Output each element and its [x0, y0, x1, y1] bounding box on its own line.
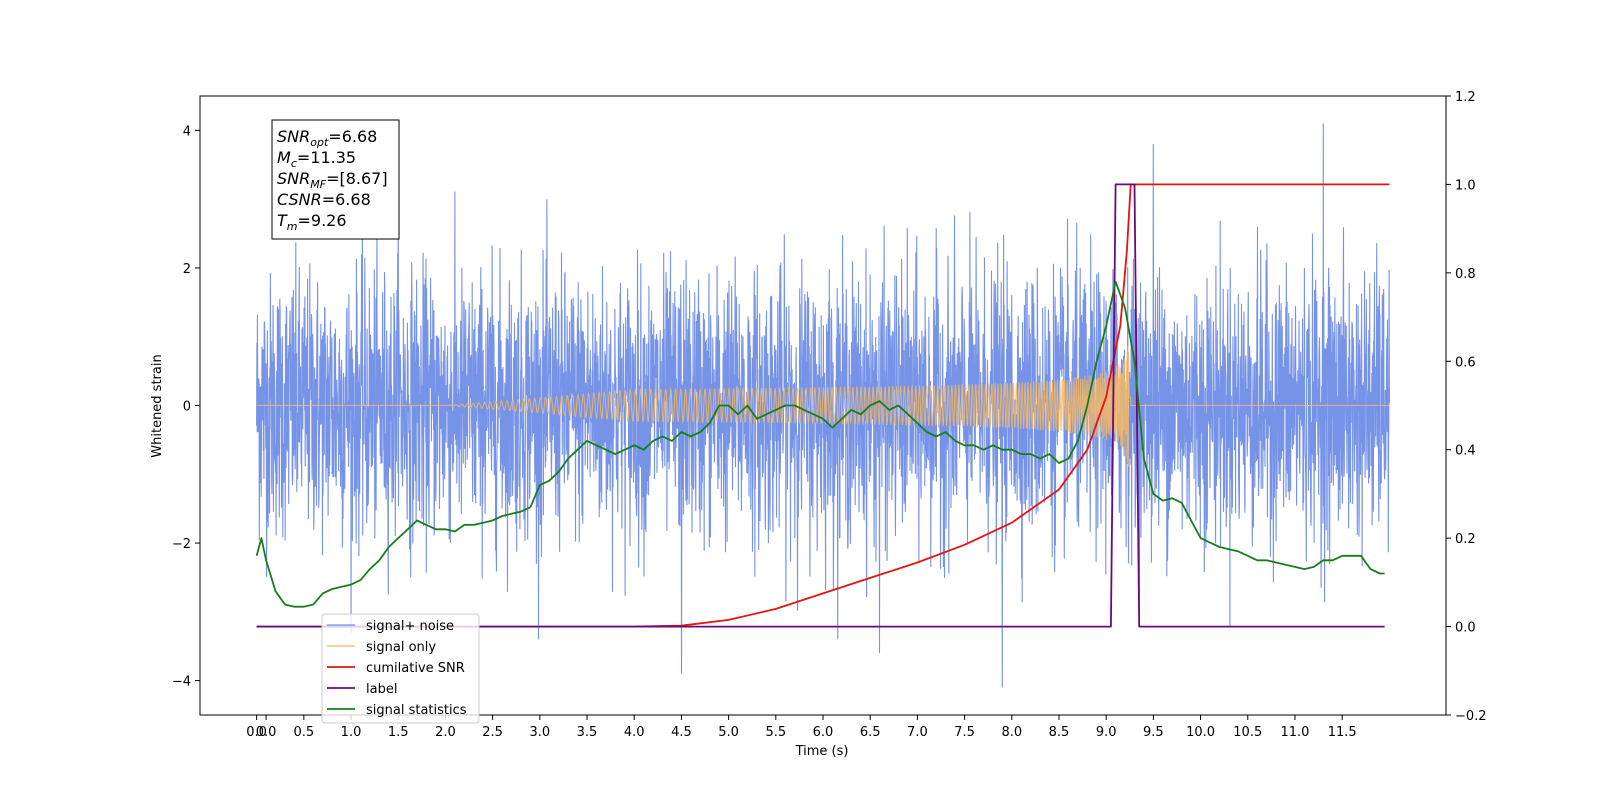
y2-tick-label: 0.6	[1455, 355, 1476, 370]
annotation-line: CSNR=6.68	[277, 190, 371, 209]
y-axis-title: Whitened strain	[150, 354, 165, 457]
y2-tick-label: 0.4	[1455, 444, 1476, 459]
series-layer	[255, 123, 1390, 688]
y2-tick-label: 0.0	[1455, 621, 1476, 636]
x-tick-label: 5.5	[765, 725, 786, 740]
annotation-line: SNRMF=[8.67]	[277, 169, 388, 191]
y-tick-label: 4	[183, 124, 191, 139]
y2-tick-label: 1.0	[1455, 178, 1476, 193]
x-tick-label: 2.5	[482, 725, 503, 740]
x-tick-label: 9.5	[1143, 725, 1164, 740]
x-tick-label: 9.0	[1096, 725, 1117, 740]
annotation-frame	[271, 119, 400, 240]
x-tick-label: 6.5	[860, 725, 881, 740]
y-tick-label: −4	[172, 675, 191, 690]
x-tick-label: 2.0	[435, 725, 456, 740]
series-signal-statistics	[255, 280, 1385, 608]
x-tick-label: 3.5	[577, 725, 598, 740]
y-tick-label: 0	[183, 400, 191, 415]
legend: signal+ noise signal only cumilative SNR la…	[321, 613, 480, 724]
y2-tick-label: −0.2	[1455, 709, 1487, 724]
y-tick-label: 2	[183, 262, 191, 277]
legend-label: signal only	[366, 640, 436, 655]
legend-frame	[321, 613, 480, 724]
legend-label: signal statistics	[366, 703, 467, 718]
y2-tick-label: 0.8	[1455, 267, 1476, 282]
x-tick-label: 11.5	[1328, 725, 1357, 740]
x-tick-label: 8.5	[1049, 725, 1070, 740]
y-axis-left: 4 2 0 −2 −4	[172, 124, 200, 690]
stats-annotation: SNRopt=6.68Mc=11.35SNRMF=[8.67]CSNR=6.68…	[271, 119, 400, 240]
y2-tick-label: 0.2	[1455, 532, 1476, 547]
series-signal-only	[256, 345, 1390, 467]
legend-label: cumilative SNR	[366, 661, 465, 676]
x-tick-label: 11.0	[1280, 725, 1309, 740]
x-tick-label: 7.0	[907, 725, 928, 740]
x-tick-label: 8.0	[1001, 725, 1022, 740]
x-tick-label: 1.5	[388, 725, 409, 740]
annotation-line: Mc=11.35	[277, 148, 356, 170]
annotation-line: Tm=9.26	[277, 211, 347, 233]
x-tick-label: 10.0	[1186, 725, 1215, 740]
x-axis-title: Time (s)	[795, 744, 849, 759]
y2-tick-label: 1.2	[1455, 90, 1476, 105]
legend-label: label	[366, 682, 397, 697]
x-tick-label: 1.0	[341, 725, 362, 740]
legend-label: signal+ noise	[366, 619, 454, 634]
x-axis: 0.00.0 0.5 1.0 1.5 2.0 2.5 3.0 3.5 4.0 4.5 5.0 5.5 6…	[246, 715, 1357, 740]
annotation-line: SNRopt=6.68	[277, 127, 377, 149]
x-tick-label: 4.5	[671, 725, 692, 740]
y-axis-right: 1.2 1.0 0.8 0.6 0.4 0.2 0.0 −0.2	[1446, 90, 1487, 724]
x-tick-label: 10.5	[1233, 725, 1262, 740]
x-tick-label: 0.0	[256, 725, 277, 740]
x-tick-label: 0.5	[293, 725, 314, 740]
series-label	[256, 183, 1385, 628]
x-tick-label: 4.0	[624, 725, 645, 740]
x-tick-label: 5.0	[718, 725, 739, 740]
x-tick-label: 3.0	[529, 725, 550, 740]
y-tick-label: −2	[172, 537, 191, 552]
x-tick-label: 6.0	[813, 725, 834, 740]
series-signal-noise	[256, 123, 1390, 688]
x-tick-label: 7.5	[954, 725, 975, 740]
x-tick-label: 0.0	[246, 725, 267, 740]
